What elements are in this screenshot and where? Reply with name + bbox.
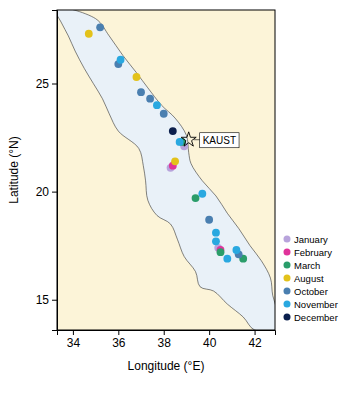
- series-points: [85, 30, 179, 165]
- legend-swatch: [284, 236, 291, 243]
- legend-entry: November: [284, 299, 338, 310]
- legend-entry: August: [284, 273, 324, 284]
- site-label-text: KAUST: [203, 135, 236, 146]
- x-tick-mark: [164, 330, 165, 335]
- legend-label: August: [294, 273, 324, 284]
- x-tick-label: 34: [67, 336, 81, 350]
- x-tick: 40: [203, 330, 217, 350]
- plot-frame: [57, 10, 275, 330]
- x-tick: 38: [158, 330, 172, 350]
- y-tick-label: 20: [36, 185, 50, 199]
- sample-point: [160, 110, 168, 118]
- x-axis-line: [58, 331, 276, 336]
- sample-point: [205, 216, 213, 224]
- sample-point: [171, 157, 179, 165]
- series-points: [167, 142, 223, 251]
- y-tick-mark: [52, 84, 57, 85]
- sample-point: [85, 30, 93, 38]
- legend: January February March August October Novembe…: [284, 234, 338, 323]
- y-tick: 25: [36, 77, 57, 91]
- x-tick-label: 42: [248, 336, 262, 350]
- legend-label: November: [294, 299, 338, 310]
- legend-entry: March: [284, 260, 321, 271]
- sample-point: [117, 56, 125, 64]
- sea-outline: [57, 10, 275, 330]
- sample-point: [223, 255, 231, 263]
- site-label: KAUST: [194, 133, 239, 148]
- y-tick-mark: [52, 192, 57, 193]
- sample-point: [133, 73, 141, 81]
- legend-label: February: [294, 247, 332, 258]
- x-tick-mark: [118, 330, 119, 335]
- plot: KAUST 34 36 38 40 42 15 20 25: [36, 7, 283, 350]
- sample-point: [137, 88, 145, 96]
- legend-entry: February: [284, 247, 333, 258]
- y-axis-line: [52, 11, 58, 331]
- site-marker: [181, 132, 196, 146]
- x-tick: 42: [248, 330, 262, 350]
- x-tick: 36: [112, 330, 126, 350]
- legend-entry: December: [284, 312, 338, 323]
- legend-label: January: [294, 234, 328, 245]
- site-label-leader: [194, 139, 200, 140]
- x-tick-mark: [209, 330, 210, 335]
- legend-entry: January: [284, 234, 329, 245]
- x-tick-label: 36: [112, 336, 126, 350]
- series-points: [96, 23, 242, 258]
- sample-point: [146, 95, 154, 103]
- sample-point: [153, 101, 161, 109]
- legend-swatch: [284, 301, 291, 308]
- y-tick-label: 25: [36, 77, 50, 91]
- y-tick-mark: [52, 300, 57, 301]
- sample-point: [232, 246, 240, 254]
- legend-label: December: [294, 312, 338, 323]
- sample-point: [96, 23, 104, 31]
- y-axis: 15 20 25: [36, 11, 58, 331]
- sample-point: [198, 190, 206, 198]
- chart: KAUST 34 36 38 40 42 15 20 25 Longitude (°E) Latit…: [0, 0, 340, 400]
- sample-point: [217, 248, 225, 256]
- series-points: [169, 162, 225, 254]
- series-points: [178, 138, 247, 263]
- series-points: [117, 56, 241, 263]
- y-tick: 15: [36, 293, 57, 307]
- legend-label: March: [294, 260, 320, 271]
- sample-point: [212, 237, 220, 245]
- x-tick-mark: [73, 330, 74, 335]
- x-tick: 34: [67, 330, 81, 350]
- legend-swatch: [284, 275, 291, 282]
- x-tick-label: 38: [158, 336, 172, 350]
- x-axis-title: Longitude (°E): [128, 359, 205, 373]
- y-tick-label: 15: [36, 293, 50, 307]
- sample-point: [212, 229, 220, 237]
- legend-swatch: [284, 249, 291, 256]
- legend-swatch: [284, 288, 291, 295]
- series-points: [169, 127, 177, 135]
- legend-swatch: [284, 314, 291, 321]
- sample-point: [192, 194, 200, 202]
- legend-label: October: [294, 286, 328, 297]
- sample-point: [176, 138, 184, 146]
- x-axis: 34 36 38 40 42: [58, 330, 276, 350]
- y-tick: 20: [36, 185, 57, 199]
- site-label-box: [200, 133, 239, 148]
- x-tick-mark: [255, 330, 256, 335]
- legend-swatch: [284, 262, 291, 269]
- legend-entry: October: [284, 286, 328, 297]
- y-axis-title: Latitude (°N): [7, 136, 21, 204]
- sample-point: [169, 127, 177, 135]
- x-tick-label: 40: [203, 336, 217, 350]
- marks: [57, 10, 275, 330]
